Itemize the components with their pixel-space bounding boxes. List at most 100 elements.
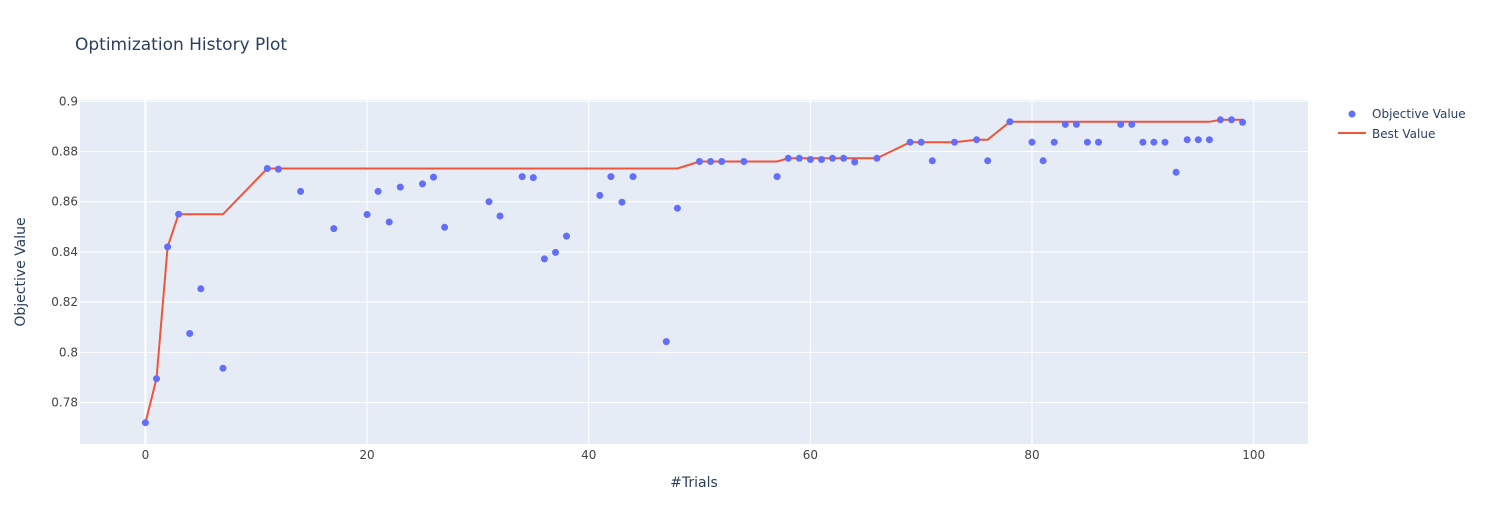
objective-value-point[interactable] — [806, 156, 814, 163]
y-tick-label: 0.88 — [51, 144, 78, 158]
objective-value-point[interactable] — [1228, 116, 1235, 124]
y-tick-label: 0.84 — [51, 245, 78, 259]
y-tick-label: 0.86 — [51, 195, 78, 209]
objective-value-point[interactable] — [1239, 118, 1247, 126]
objective-value-point[interactable] — [1150, 138, 1158, 146]
objective-value-point[interactable] — [1216, 116, 1224, 124]
objective-value-point[interactable] — [873, 154, 881, 162]
objective-value-point[interactable] — [707, 158, 715, 165]
objective-value-point[interactable] — [1061, 120, 1069, 128]
objective-value-point[interactable] — [596, 191, 604, 199]
best-value-line-layer — [144, 118, 1243, 423]
objective-value-point[interactable] — [906, 138, 914, 146]
objective-value-point[interactable] — [795, 154, 803, 162]
objective-value-point[interactable] — [297, 187, 305, 195]
objective-value-point[interactable] — [540, 255, 548, 263]
objective-value-point[interactable] — [917, 138, 925, 146]
x-tick-label: 40 — [581, 448, 596, 462]
x-axis-ticks: 0 20 40 60 80 100 — [142, 448, 1266, 462]
objective-value-point[interactable] — [518, 173, 526, 181]
plot-area[interactable] — [80, 100, 1308, 444]
y-tick-label: 0.78 — [51, 396, 78, 410]
y-axis-title: Objective Value — [13, 217, 29, 326]
objective-value-point[interactable] — [1172, 168, 1180, 176]
x-tick-label: 0 — [142, 448, 150, 462]
objective-value-point[interactable] — [153, 375, 160, 383]
objective-value-point[interactable] — [829, 154, 836, 162]
objective-value-point[interactable] — [851, 158, 859, 166]
objective-value-point[interactable] — [773, 173, 781, 181]
legend-label-objective-value: Objective Value — [1372, 107, 1466, 121]
objective-value-marker-layer — [141, 116, 1247, 427]
objective-value-point[interactable] — [1194, 136, 1202, 144]
objective-value-point[interactable] — [1039, 157, 1047, 165]
objective-value-point[interactable] — [563, 232, 570, 240]
objective-value-point[interactable] — [363, 211, 371, 218]
objective-value-point[interactable] — [1128, 120, 1136, 128]
objective-value-point[interactable] — [818, 156, 825, 163]
legend: Objective Value Best Value — [1338, 107, 1466, 141]
best-value-line[interactable] — [144, 118, 1243, 423]
x-tick-label: 80 — [1024, 448, 1039, 462]
objective-value-point[interactable] — [485, 198, 493, 206]
objective-value-point[interactable] — [197, 285, 205, 293]
objective-value-point[interactable] — [274, 165, 282, 173]
x-axis-title: #Trials — [670, 475, 718, 491]
objective-value-point[interactable] — [419, 180, 426, 188]
objective-value-point[interactable] — [374, 187, 382, 195]
objective-value-point[interactable] — [618, 198, 626, 206]
objective-value-point[interactable] — [1095, 138, 1102, 146]
objective-value-point[interactable] — [696, 158, 703, 165]
x-tick-label: 20 — [359, 448, 374, 462]
objective-value-point[interactable] — [263, 165, 271, 172]
x-tick-label: 100 — [1242, 448, 1265, 462]
objective-value-point[interactable] — [1006, 118, 1014, 126]
y-tick-label: 0.9 — [59, 94, 78, 108]
objective-value-point[interactable] — [1117, 120, 1125, 128]
objective-value-point[interactable] — [1072, 120, 1080, 128]
y-tick-label: 0.82 — [51, 295, 78, 309]
objective-value-point[interactable] — [1028, 138, 1036, 146]
objective-value-point[interactable] — [552, 248, 559, 256]
objective-value-point[interactable] — [175, 210, 183, 218]
objective-value-point[interactable] — [186, 330, 194, 337]
legend-item-objective-value[interactable]: Objective Value — [1348, 107, 1466, 121]
objective-value-point[interactable] — [441, 223, 449, 231]
objective-value-point[interactable] — [1050, 138, 1058, 146]
objective-value-point[interactable] — [607, 173, 615, 181]
objective-value-point[interactable] — [973, 136, 981, 144]
y-axis-ticks: 0.78 0.8 0.82 0.84 0.86 0.88 0.9 — [51, 94, 78, 409]
legend-item-best-value[interactable]: Best Value — [1338, 127, 1435, 141]
objective-value-point[interactable] — [1183, 136, 1191, 144]
objective-value-point[interactable] — [951, 138, 958, 146]
objective-value-point[interactable] — [1161, 138, 1169, 146]
objective-value-point[interactable] — [740, 158, 748, 165]
objective-value-point[interactable] — [219, 364, 227, 372]
objective-value-point[interactable] — [396, 183, 404, 191]
objective-value-point[interactable] — [1139, 138, 1147, 146]
objective-value-point[interactable] — [673, 204, 681, 212]
objective-value-point[interactable] — [662, 338, 670, 346]
objective-value-point[interactable] — [330, 225, 338, 233]
objective-value-point[interactable] — [928, 157, 936, 165]
objective-value-point[interactable] — [784, 154, 792, 162]
x-tick-label: 60 — [803, 448, 818, 462]
objective-value-point[interactable] — [385, 218, 393, 226]
chart-title: Optimization History Plot — [75, 35, 287, 55]
objective-value-point[interactable] — [1205, 136, 1213, 144]
objective-value-point[interactable] — [496, 212, 504, 220]
objective-value-point[interactable] — [529, 174, 537, 182]
objective-value-point[interactable] — [164, 243, 172, 251]
objective-value-point[interactable] — [629, 173, 637, 181]
objective-value-point[interactable] — [141, 419, 149, 427]
grid-lines — [80, 100, 1308, 444]
objective-value-point[interactable] — [430, 173, 437, 181]
objective-value-point[interactable] — [840, 154, 848, 162]
objective-value-point[interactable] — [1083, 138, 1091, 146]
objective-value-point[interactable] — [718, 158, 726, 165]
legend-marker-icon — [1348, 110, 1356, 118]
objective-value-point[interactable] — [984, 157, 992, 165]
y-tick-label: 0.8 — [59, 345, 78, 359]
